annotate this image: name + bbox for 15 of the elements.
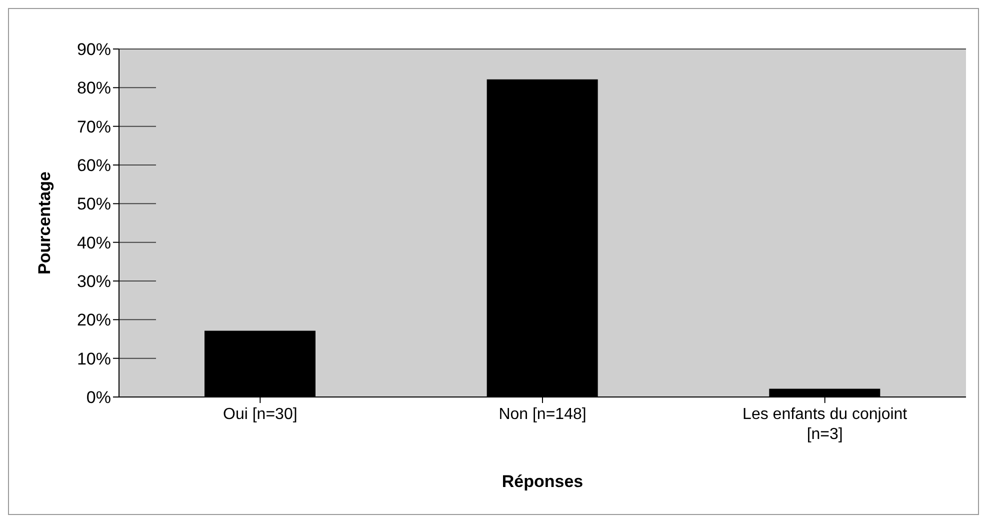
y-tick-label: 30% (76, 272, 111, 292)
y-tick-label: 50% (76, 194, 111, 214)
y-axis-title: Pourcentage (35, 172, 54, 274)
x-tick-label: Non [n=148] (498, 406, 586, 423)
x-tick-label: Oui [n=30] (223, 406, 298, 423)
x-tick-label: Les enfants du conjoint [n=3] (742, 406, 908, 443)
y-tick-label: 20% (76, 310, 111, 330)
y-tick-label: 40% (76, 233, 111, 252)
y-tick-label: 90% (76, 40, 111, 60)
x-axis-title: Réponses (502, 472, 584, 491)
y-tick-label: 60% (76, 156, 111, 176)
y-tick-label: 70% (76, 117, 111, 136)
y-tick-label: 80% (76, 78, 111, 98)
y-tick-label: 10% (76, 349, 111, 368)
y-tick-label: 0% (86, 388, 111, 408)
